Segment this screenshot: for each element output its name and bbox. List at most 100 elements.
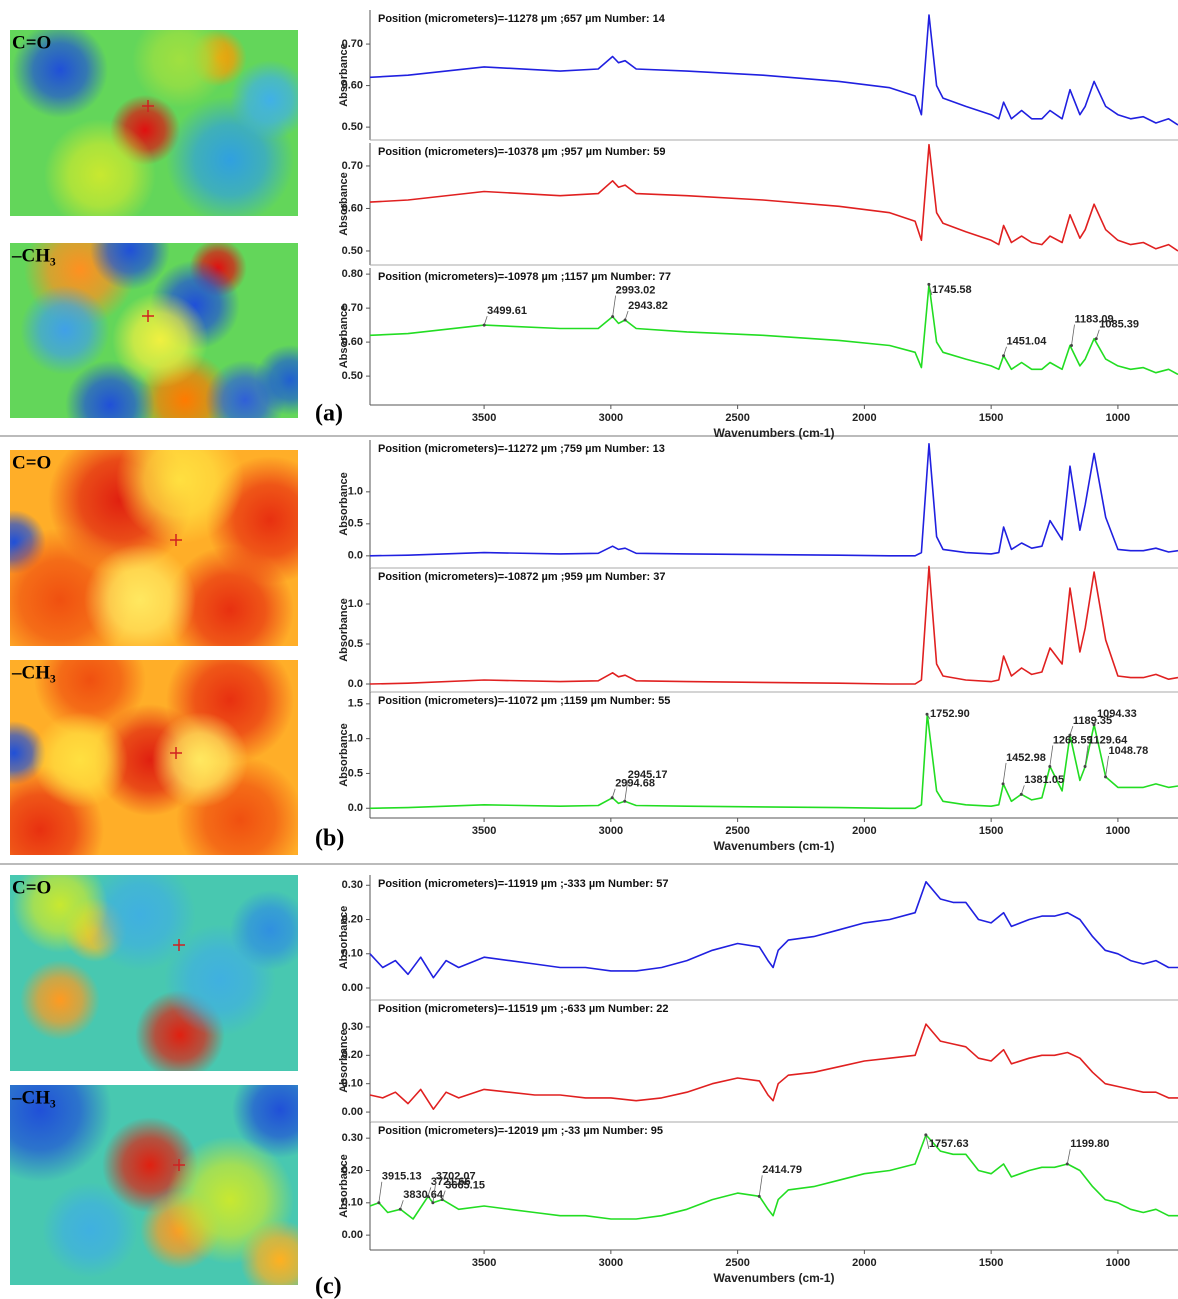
map-label: C=O <box>12 452 51 473</box>
peak-marker <box>624 319 627 322</box>
y-tick-label: 0.0 <box>348 802 363 814</box>
y-tick-label: 0.00 <box>342 1106 363 1118</box>
peak-marker <box>1095 337 1098 340</box>
leader-line <box>1071 325 1074 346</box>
leader-line <box>613 296 616 317</box>
y-tick-label: 1.0 <box>348 733 363 745</box>
chart-title: Position (micrometers)=-10378 µm ;957 µm… <box>378 146 665 158</box>
x-tick-label: 1500 <box>979 825 1003 837</box>
peak-marker <box>1084 765 1087 768</box>
panel-label: (c) <box>315 1274 342 1299</box>
y-tick-label: 0.80 <box>342 268 363 280</box>
y-tick-label: 0.30 <box>342 879 363 891</box>
peak-label: 1268.59 <box>1053 734 1093 746</box>
heat-blob <box>20 285 110 375</box>
panel-label: (b) <box>315 826 344 852</box>
y-tick-label: 0.5 <box>348 638 363 650</box>
heat-blob <box>84 544 196 656</box>
y-axis-label: Absorbance <box>338 43 350 107</box>
peak-marker <box>483 324 486 327</box>
x-tick-label: 3500 <box>472 825 496 837</box>
x-tick-label: 3000 <box>599 825 623 837</box>
peak-marker <box>926 713 929 716</box>
y-tick-label: 0.50 <box>342 121 363 133</box>
peak-marker <box>377 1201 380 1204</box>
chart-title: Position (micrometers)=-12019 µm ;-33 µm… <box>378 1125 663 1137</box>
peak-marker <box>1066 1163 1069 1166</box>
heat-blob <box>32 712 128 808</box>
spectrum-line <box>370 284 1178 374</box>
x-tick-label: 3000 <box>599 412 623 424</box>
x-tick-label: 3500 <box>472 1257 496 1269</box>
y-tick-label: 0.5 <box>348 767 363 779</box>
y-tick-label: 0.30 <box>342 1132 363 1144</box>
spectrum-line <box>370 1024 1178 1109</box>
x-tick-label: 1000 <box>1106 412 1130 424</box>
y-tick-label: 1.0 <box>348 486 363 498</box>
y-axis-label: Absorbance <box>338 1029 350 1093</box>
y-tick-label: 0.00 <box>342 1229 363 1241</box>
x-axis-label: Wavenumbers (cm-1) <box>714 1271 835 1285</box>
y-tick-label: 0.50 <box>342 245 363 257</box>
spectrum-line <box>370 566 1178 684</box>
y-tick-label: 0.5 <box>348 518 363 530</box>
spectrum-line <box>370 1135 1178 1219</box>
spectrum-line <box>370 882 1178 978</box>
chart-title: Position (micrometers)=-11272 µm ;759 µm… <box>378 443 665 455</box>
y-tick-label: 0.0 <box>348 678 363 690</box>
heat-blob <box>230 60 310 140</box>
peak-label: 1745.58 <box>932 284 972 296</box>
heat-blob <box>20 960 100 1040</box>
peak-label: 2414.79 <box>762 1164 802 1176</box>
y-axis-label: Absorbance <box>338 723 350 787</box>
y-axis-label: Absorbance <box>338 598 350 662</box>
y-tick-label: 0.00 <box>342 982 363 994</box>
figure: C=O–CH₃C=O–CH₃C=O–CH₃(a)(b)(c)0.500.600.… <box>0 0 1178 1299</box>
map-label: –CH₃ <box>11 1087 56 1108</box>
peak-marker <box>623 800 626 803</box>
map-label: –CH₃ <box>11 245 56 266</box>
peak-label: 1757.63 <box>929 1138 969 1150</box>
peak-marker <box>1020 793 1023 796</box>
y-axis-label: Absorbance <box>338 305 350 369</box>
map-label: C=O <box>12 877 51 898</box>
map-label: C=O <box>12 32 51 53</box>
x-tick-label: 2000 <box>852 1257 876 1269</box>
peak-marker <box>426 1195 429 1198</box>
heat-blob <box>132 12 228 108</box>
peak-marker <box>1092 723 1095 726</box>
map-label: –CH₃ <box>11 662 56 683</box>
heat-blob <box>12 857 108 953</box>
peak-marker <box>1070 344 1073 347</box>
chart-title: Position (micrometers)=-11278 µm ;657 µm… <box>378 13 666 25</box>
heat-blob <box>240 1220 320 1299</box>
chart-title: Position (micrometers)=-10872 µm ;959 µm… <box>378 571 665 583</box>
peak-marker <box>1048 765 1051 768</box>
y-axis-label: Absorbance <box>338 1154 350 1218</box>
x-tick-label: 2500 <box>725 1257 749 1269</box>
peak-marker <box>758 1195 761 1198</box>
spectrum-line <box>370 714 1178 808</box>
leader-line <box>759 1175 762 1196</box>
heat-blob <box>42 1182 138 1278</box>
peak-label: 1085.39 <box>1099 319 1139 331</box>
y-tick-label: 0.50 <box>342 370 363 382</box>
spectrum-line <box>370 145 1178 251</box>
leader-line <box>379 1182 382 1203</box>
peak-label: 1451.04 <box>1007 336 1048 348</box>
peak-marker <box>927 283 930 286</box>
x-tick-label: 2000 <box>852 825 876 837</box>
peak-label: 2993.02 <box>616 285 656 297</box>
leader-line <box>1003 763 1006 784</box>
peak-marker <box>1104 775 1107 778</box>
spectrum-line <box>370 15 1178 125</box>
peak-label: 2943.82 <box>628 300 668 312</box>
y-tick-label: 0.70 <box>342 160 363 172</box>
panel-label: (a) <box>315 401 343 427</box>
heat-map <box>10 210 325 450</box>
x-tick-label: 2000 <box>852 412 876 424</box>
peak-label: 1452.98 <box>1006 752 1046 764</box>
peak-marker <box>611 315 614 318</box>
peak-marker <box>1068 734 1071 737</box>
peak-label: 2945.17 <box>628 769 668 781</box>
